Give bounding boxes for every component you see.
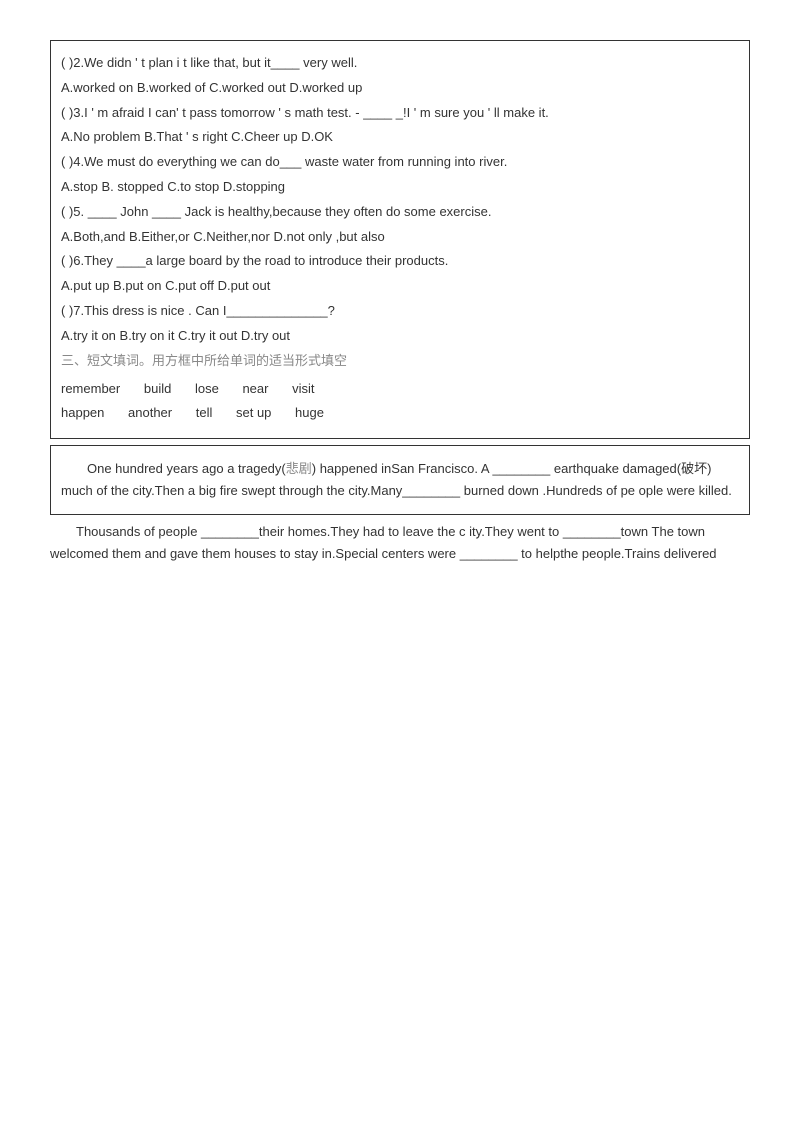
word-item: tell [196,401,213,424]
q7-options: A.try it on B.try on it C.try it out D.t… [61,326,739,347]
q2-options: A.worked on B.worked of C.worked out D.w… [61,78,739,99]
worksheet-page: ( )2.We didn ' t plan i t like that, but… [0,0,800,610]
word-item: another [128,401,172,424]
word-item: near [242,377,268,400]
passage-p1: One hundred years ago a tragedy(悲剧) happ… [61,458,739,502]
q3-options: A.No problem B.That ' s right C.Cheer up… [61,127,739,148]
passage-chinese: 悲剧 [286,461,312,476]
section3-heading: 三、短文填词。用方框中所给单词的适当形式填空 [61,351,739,372]
word-item: visit [292,377,314,400]
passage-p2: Thousands of people ________their homes.… [50,521,750,565]
q7-stem: ( )7.This dress is nice . Can I_________… [61,301,739,322]
q4-stem: ( )4.We must do everything we can do___ … [61,152,739,173]
q6-options: A.put up B.put on C.put off D.put out [61,276,739,297]
q6-stem: ( )6.They ____a large board by the road … [61,251,739,272]
q2-stem: ( )2.We didn ' t plan i t like that, but… [61,53,739,74]
q4-options: A.stop B. stopped C.to stop D.stopping [61,177,739,198]
q5-options: A.Both,and B.Either,or C.Neither,nor D.n… [61,227,739,248]
q3-stem: ( )3.I ' m afraid I can' t pass tomorrow… [61,103,739,124]
word-item: happen [61,401,104,424]
passage-text: One hundred years ago a tragedy( [87,461,286,476]
word-bank: remember build lose near visit happen an… [61,377,739,424]
question-box-1: ( )2.We didn ' t plan i t like that, but… [50,40,750,439]
word-item: remember [61,377,120,400]
word-item: set up [236,401,271,424]
word-item: huge [295,401,324,424]
q5-stem: ( )5. ____ John ____ Jack is healthy,bec… [61,202,739,223]
word-item: build [144,377,171,400]
passage-box: One hundred years ago a tragedy(悲剧) happ… [50,445,750,515]
word-item: lose [195,377,219,400]
